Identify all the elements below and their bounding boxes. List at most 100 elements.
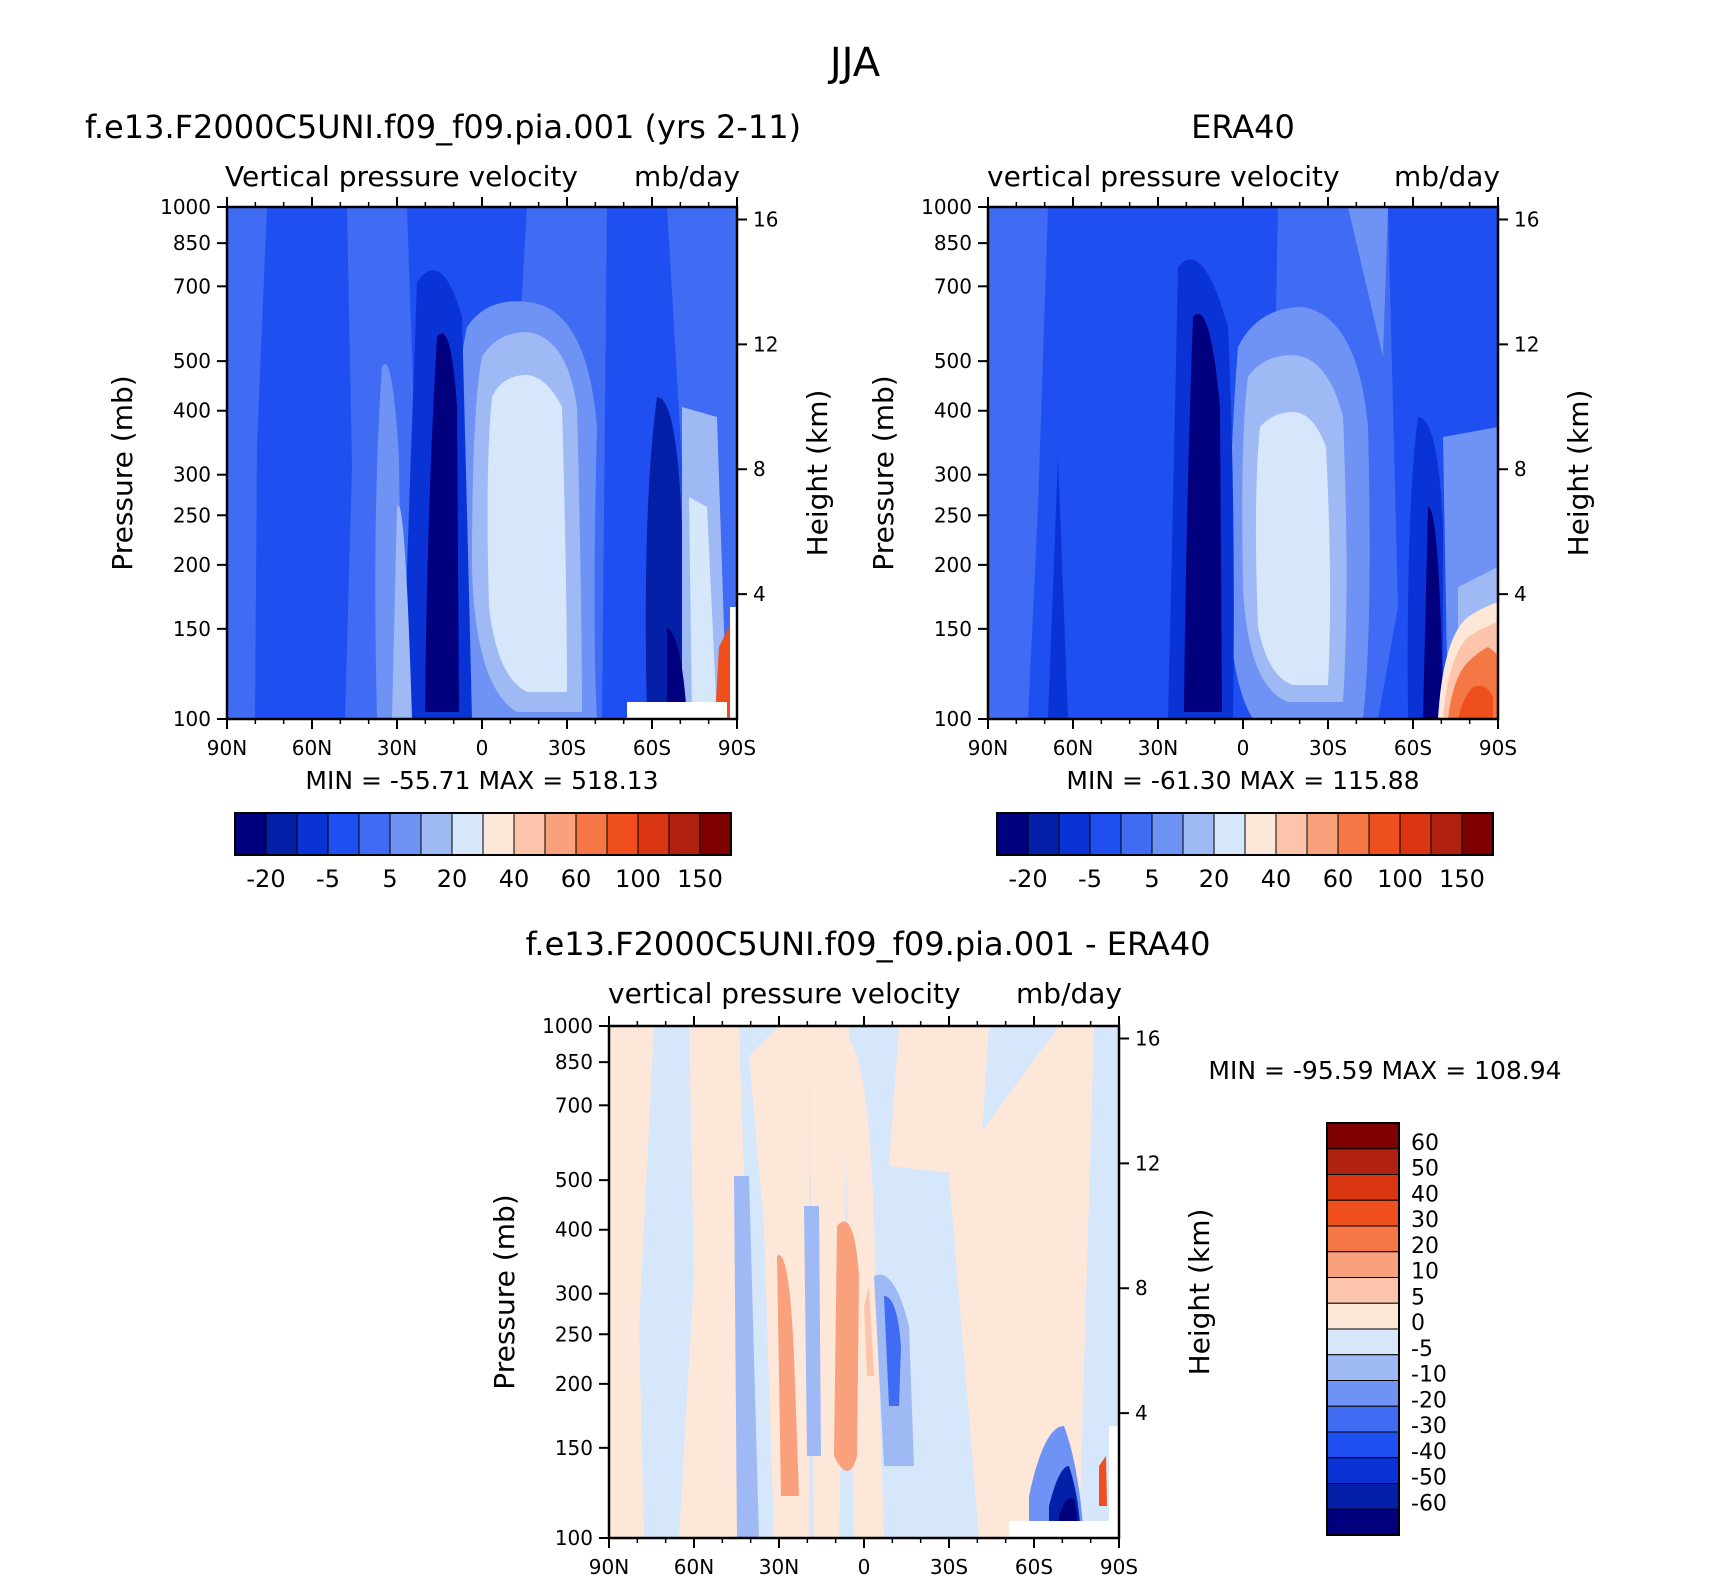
colorbar-box	[1326, 1225, 1400, 1253]
panel-model: f.e13.F2000C5UNI.f09_f09.pia.001 (yrs 2-…	[85, 108, 801, 893]
colorbar-label: 60	[561, 865, 592, 893]
panel-era40-subtitle-left: vertical pressure velocity	[987, 160, 1340, 193]
y-tick-label: 150	[555, 1436, 593, 1460]
y-right-tick-label: 4	[753, 582, 766, 606]
colorbar-label: -5	[1411, 1337, 1433, 1362]
colorbar-box	[1326, 1354, 1400, 1381]
y-tick-label: 500	[934, 349, 972, 373]
colorbar-label: 5	[1411, 1285, 1425, 1310]
colorbar-box	[1326, 1199, 1400, 1227]
colorbar-label: -5	[1078, 865, 1102, 893]
panel-era40: ERA40 vertical pressure velocity mb/day …	[986, 108, 1500, 893]
colorbar-label: 10	[1411, 1260, 1439, 1285]
y-tick-label: 250	[934, 503, 972, 527]
panel-diff-stats: MIN = -95.59 MAX = 108.94	[1208, 1056, 1561, 1085]
x-tick-label: 0	[1237, 736, 1250, 760]
y-tick-label: 200	[173, 553, 211, 577]
y-right-tick-label: 4	[1135, 1401, 1148, 1425]
panel-era40-plot	[986, 205, 1500, 721]
y-tick-label: 250	[173, 503, 211, 527]
colorbar-box	[1368, 812, 1401, 856]
colorbar-label: -5	[316, 865, 340, 893]
y-right-tick-label: 4	[1514, 582, 1527, 606]
axes-layer: 100150200250300400500700850100016128490N…	[106, 195, 1595, 1576]
colorbar-box	[1213, 812, 1246, 856]
colorbar-label: 20	[437, 865, 468, 893]
x-tick-label: 30N	[377, 736, 417, 760]
y-axis-label: Pressure (mb)	[106, 375, 139, 570]
y-tick-label: 500	[555, 1168, 593, 1192]
x-tick-label: 60N	[292, 736, 332, 760]
y-right-tick-label: 12	[1514, 332, 1539, 356]
colorbar-box	[996, 812, 1029, 856]
x-tick-label: 0	[476, 736, 489, 760]
colorbar-box	[1326, 1328, 1400, 1356]
colorbar-label: -10	[1411, 1363, 1447, 1388]
colorbar-box	[1151, 812, 1184, 856]
y-right-tick-label: 12	[753, 332, 778, 356]
y-right-tick-label: 16	[753, 207, 778, 231]
x-tick-label: 30N	[759, 1555, 799, 1576]
colorbar-label: 60	[1411, 1131, 1439, 1156]
panel-diff: f.e13.F2000C5UNI.f09_f09.pia.001 - ERA40…	[525, 925, 1562, 1540]
y-right-tick-label: 16	[1514, 207, 1539, 231]
y-tick-label: 500	[173, 349, 211, 373]
colorbar-label: 150	[1439, 865, 1485, 893]
colorbar-box	[1326, 1122, 1400, 1150]
colorbar-box	[1326, 1457, 1400, 1484]
colorbar-box	[1326, 1148, 1400, 1175]
colorbar-box	[1120, 812, 1153, 856]
colorbar-box	[327, 812, 360, 856]
axes-panel-2: 100 150 200 250 300 400 500 700 850 1000 16 12 8 4 90N…	[488, 1014, 1216, 1576]
colorbar-label: 60	[1323, 865, 1354, 893]
panel-diff-subtitle-right: mb/day	[1016, 977, 1122, 1010]
colorbar-box	[1182, 812, 1215, 856]
x-tick-label: 30S	[1309, 736, 1347, 760]
panel-era40-title: ERA40	[1191, 108, 1295, 146]
y-tick-label: 400	[173, 399, 211, 423]
colorbar-box	[1326, 1508, 1400, 1536]
colorbar-box	[1058, 812, 1091, 856]
colorbar-box	[668, 812, 701, 856]
panel-diff-title: f.e13.F2000C5UNI.f09_f09.pia.001 - ERA40	[525, 925, 1210, 963]
colorbar-box	[420, 812, 453, 856]
colorbar-label: 100	[615, 865, 661, 893]
y-tick-label: 700	[173, 274, 211, 298]
colorbar-box	[1306, 812, 1339, 856]
panel-model-plot	[225, 205, 739, 721]
y-axis-label: Pressure (mb)	[488, 1194, 521, 1389]
x-tick-label: 90N	[589, 1555, 629, 1576]
x-tick-label: 30S	[930, 1555, 968, 1576]
y-tick-label: 1000	[160, 195, 211, 219]
colorbar-box	[451, 812, 484, 856]
y-right-axis-label: Height (km)	[801, 390, 834, 557]
colorbar-box	[389, 812, 422, 856]
colorbar-box	[1326, 1251, 1400, 1278]
x-tick-label: 90N	[207, 736, 247, 760]
y-tick-label: 1000	[921, 195, 972, 219]
colorbar-label: -50	[1411, 1466, 1447, 1491]
y-tick-label: 100	[555, 1526, 593, 1550]
colorbar-box	[1089, 812, 1122, 856]
panel-era40-subtitle-right: mb/day	[1394, 160, 1500, 193]
colorbar-box	[1326, 1277, 1400, 1304]
x-tick-label: 0	[858, 1555, 871, 1576]
colorbar-box	[1326, 1405, 1400, 1433]
colorbar-box	[1326, 1431, 1400, 1459]
y-right-tick-label: 8	[1514, 457, 1527, 481]
y-tick-label: 1000	[542, 1014, 593, 1038]
x-tick-label: 60N	[1053, 736, 1093, 760]
colorbar-label: 40	[499, 865, 530, 893]
y-tick-label: 250	[555, 1322, 593, 1346]
axes-panel-0: 100 150 200 250 300 400 500 700 850 1000 16 12 8 4 90N…	[106, 195, 834, 760]
y-tick-label: 400	[555, 1218, 593, 1242]
y-tick-label: 700	[555, 1093, 593, 1117]
colorbar-box	[296, 812, 329, 856]
colorbar-label: 5	[1144, 865, 1159, 893]
y-right-tick-label: 16	[1135, 1026, 1160, 1050]
colorbar-box	[358, 812, 391, 856]
colorbar-box	[1326, 1302, 1400, 1330]
panel-model-subtitle-right: mb/day	[634, 160, 740, 193]
y-tick-label: 150	[934, 617, 972, 641]
